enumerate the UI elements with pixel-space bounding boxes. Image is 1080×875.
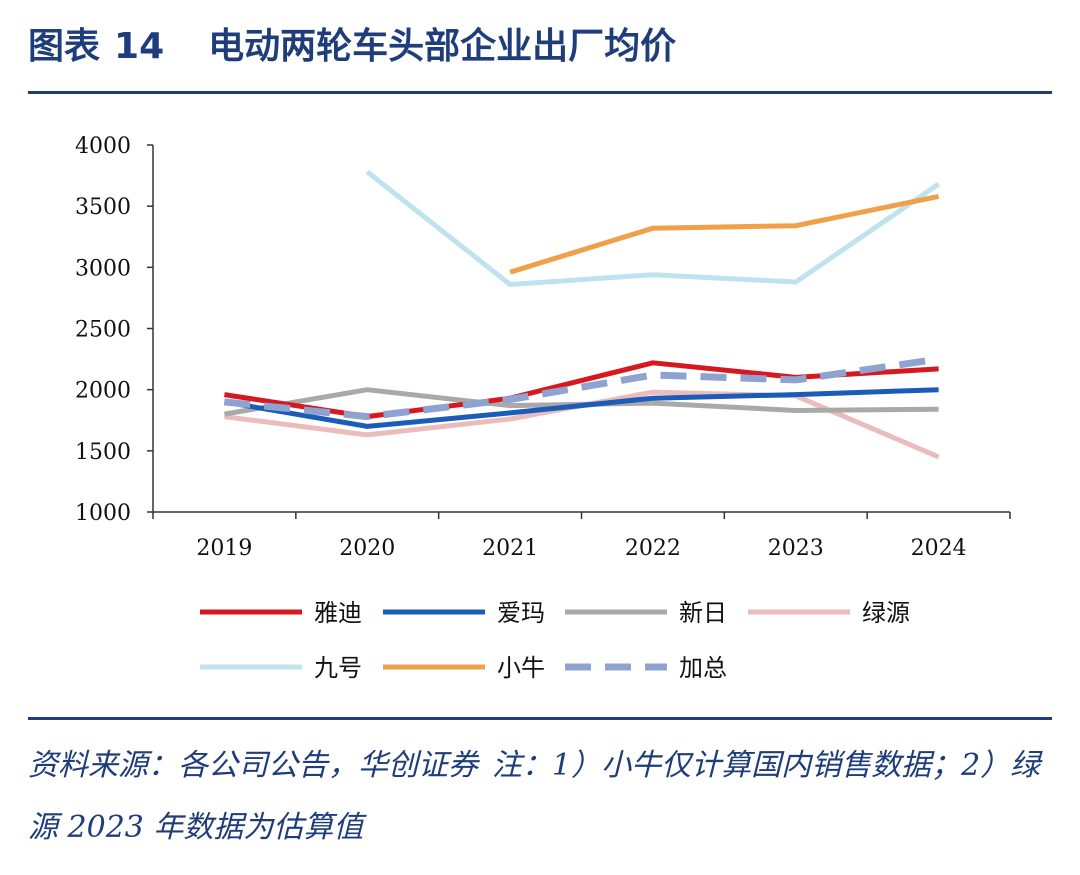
y-tick-label: 2500 (75, 318, 131, 343)
figure-title: 图表 14 电动两轮车头部企业出厂均价 (28, 22, 676, 72)
source-divider (28, 717, 1052, 720)
y-tick-label: 2000 (75, 379, 131, 404)
legend-label: 九号 (314, 654, 362, 682)
series-line-5 (365, 169, 941, 287)
x-tick-label: 2022 (625, 536, 681, 561)
legend-label: 绿源 (862, 599, 910, 627)
legend-label: 加总 (679, 654, 727, 682)
x-tick-label: 2023 (768, 536, 824, 561)
legend-label: 爱玛 (497, 599, 545, 627)
source-text: 资料来源：各公司公告，华创证券 (28, 748, 478, 783)
series-line-4 (224, 389, 940, 460)
series-line-6 (509, 193, 940, 275)
y-tick-label: 1500 (75, 440, 131, 465)
title-divider (28, 91, 1052, 94)
figure-number: 14 (114, 26, 165, 67)
x-tick-label: 2020 (339, 536, 395, 561)
series-line-1 (224, 360, 939, 420)
x-tick-label: 2024 (911, 536, 967, 561)
legend-label: 雅迪 (314, 599, 362, 627)
source-note: 资料来源：各公司公告，华创证券 注：1）小牛仅计算国内销售数据；2）绿源 2023… (28, 735, 1052, 859)
legend-label: 新日 (679, 599, 727, 627)
y-tick-label: 3000 (75, 256, 131, 281)
series-line-2 (223, 387, 939, 429)
figure-label: 图表 (28, 26, 101, 67)
y-tick-label: 3500 (75, 195, 131, 220)
footnote-text: 注：1）小牛仅计算国内销售数据；2）绿源 2023 年数据为估算值 (28, 748, 1041, 845)
x-tick-label: 2019 (196, 536, 252, 561)
figure-title-text: 电动两轮车头部企业出厂均价 (208, 26, 677, 67)
y-tick-label: 1000 (75, 501, 131, 526)
y-tick-label: 4000 (75, 134, 131, 159)
line-chart: 1000 1500 2000 2500 3000 3500 4000 2019 2020 2021… (75, 134, 1011, 682)
legend-label: 小牛 (497, 654, 545, 682)
x-tick-label: 2021 (482, 536, 538, 561)
